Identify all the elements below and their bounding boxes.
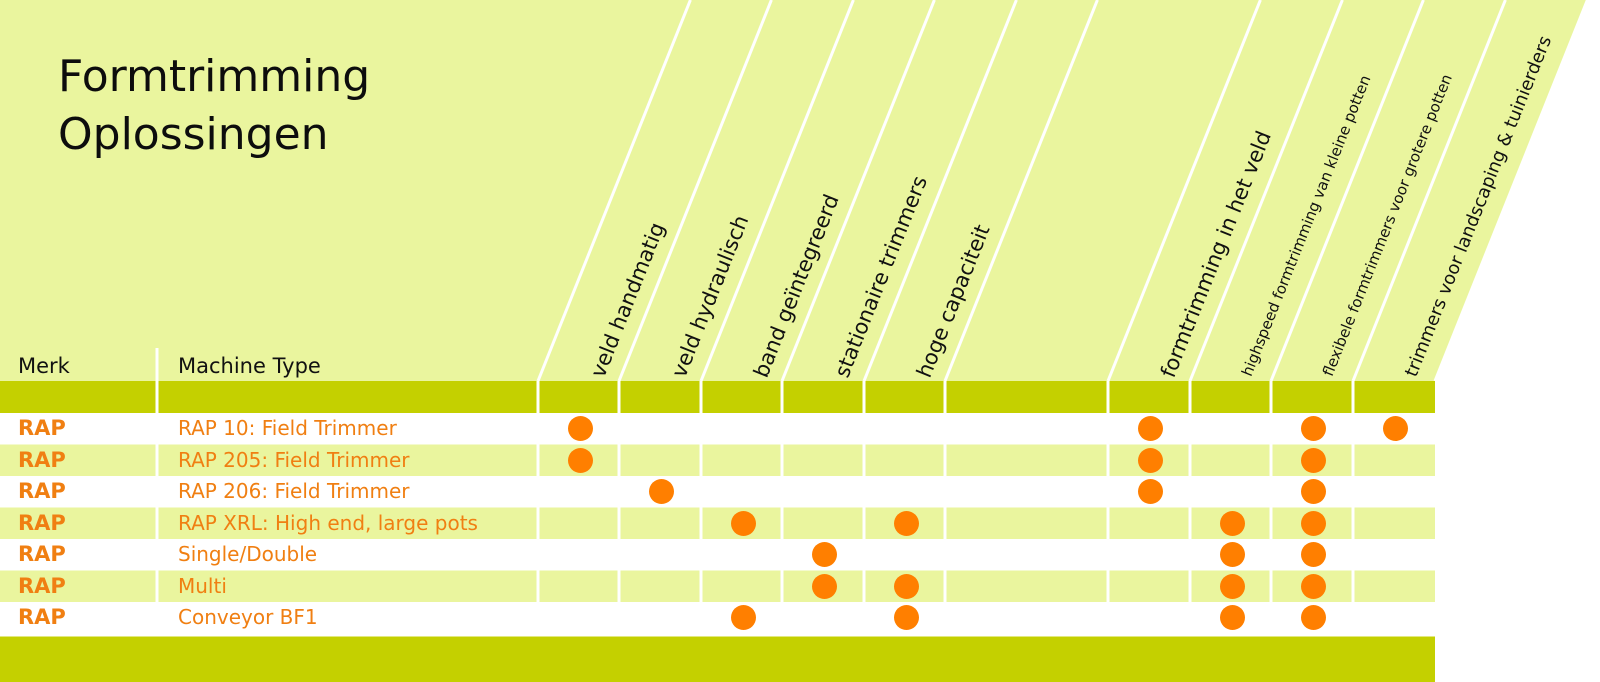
brand-cell: RAP [18, 542, 66, 566]
feature-dot [1219, 605, 1245, 631]
column-diagonal [536, 0, 692, 382]
column-diagonal [1433, 0, 1589, 382]
feature-dot [567, 416, 593, 442]
feature-dot [1300, 447, 1326, 473]
brand-cell: RAP [18, 510, 66, 535]
feature-dot [811, 573, 837, 599]
column-diagonal [1106, 0, 1262, 382]
machine-type-cell: RAP 205: Field Trimmer [178, 447, 410, 472]
machine-type-cell: RAP 10: Field Trimmer [178, 416, 397, 440]
feature-dot [1137, 416, 1163, 442]
feature-dot [1300, 510, 1326, 536]
column-diagonal [617, 0, 773, 382]
brand-cell: RAP [18, 447, 66, 472]
header-band [0, 381, 1435, 413]
feature-dot [1300, 416, 1326, 442]
feature-dot [893, 573, 919, 599]
page-title: Formtrimming Oplossingen [58, 48, 370, 164]
machine-type-cell: Multi [178, 573, 227, 598]
feature-dot [1137, 479, 1163, 505]
column-diagonal [1351, 0, 1507, 382]
table-row-bg [0, 444, 1435, 476]
machine-type-column-header: Machine Type [178, 354, 321, 378]
title-line-2: Oplossingen [58, 109, 329, 160]
machine-type-cell: RAP 206: Field Trimmer [178, 479, 410, 503]
column-diagonal [862, 0, 1018, 382]
feature-dot [1300, 573, 1326, 599]
column-diagonal [780, 0, 936, 382]
table-row-bg [0, 570, 1435, 602]
brand-cell: RAP [18, 573, 66, 598]
column-diagonal [1269, 0, 1425, 382]
feature-dot [893, 510, 919, 536]
brand-cell: RAP [18, 479, 66, 503]
feature-dot [1219, 542, 1245, 568]
feature-dot [811, 542, 837, 568]
brand-column-header: Merk [18, 354, 70, 378]
machine-type-cell: RAP XRL: High end, large pots [178, 510, 478, 535]
table-row-bg [0, 539, 1435, 571]
column-diagonal [943, 0, 1099, 382]
footer-band [0, 636, 1435, 682]
feature-dot [1382, 416, 1408, 442]
title-line-1: Formtrimming [58, 51, 371, 102]
feature-dot [893, 605, 919, 631]
table-row-bg [0, 602, 1435, 634]
machine-type-cell: Single/Double [178, 542, 318, 566]
machine-type-cell: Conveyor BF1 [178, 605, 318, 629]
feature-dot [1219, 573, 1245, 599]
feature-dot [648, 479, 674, 505]
brand-cell: RAP [18, 416, 66, 440]
feature-dot [567, 447, 593, 473]
feature-dot [730, 605, 756, 631]
feature-dot [1300, 542, 1326, 568]
feature-dot [1300, 479, 1326, 505]
feature-dot [1300, 605, 1326, 631]
feature-dot [730, 510, 756, 536]
column-diagonal [1188, 0, 1344, 382]
feature-dot [1219, 510, 1245, 536]
table-row-bg [0, 507, 1435, 539]
table-row-bg [0, 476, 1435, 508]
feature-dot [1137, 447, 1163, 473]
table-row-bg [0, 413, 1435, 445]
brand-cell: RAP [18, 605, 66, 629]
column-diagonal [699, 0, 855, 382]
header-area [0, 0, 1588, 381]
